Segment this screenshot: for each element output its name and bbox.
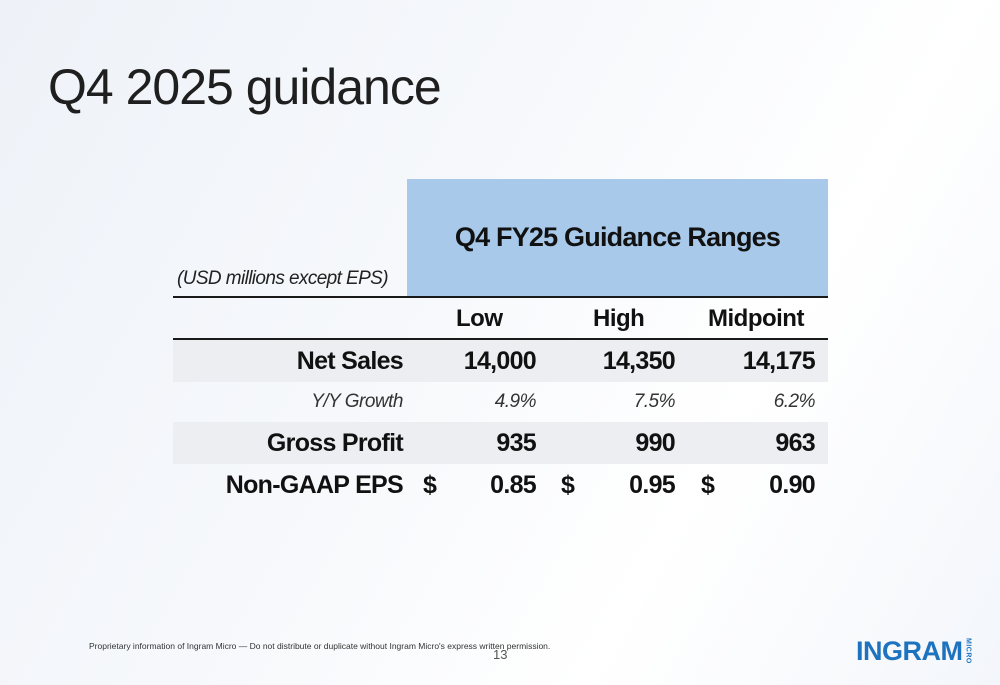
cell-high: 7.5% bbox=[633, 391, 676, 412]
column-low: Low bbox=[456, 305, 503, 332]
row-label: Net Sales bbox=[296, 346, 404, 375]
column-high: High bbox=[593, 305, 645, 332]
cell-midpoint: 0.90 bbox=[769, 470, 816, 499]
cell-midpoint: 14,175 bbox=[742, 346, 816, 375]
cell-low: 935 bbox=[496, 428, 536, 457]
guidance-ranges-header: Q4 FY25 Guidance Ranges bbox=[407, 179, 828, 296]
row-label: Y/Y Growth bbox=[311, 391, 403, 412]
currency-symbol: $ bbox=[561, 470, 575, 499]
row-label: Non-GAAP EPS bbox=[225, 470, 404, 499]
table-header-row: (USD millions except EPS) Q4 FY25 Guidan… bbox=[173, 179, 828, 296]
cell-midpoint: 963 bbox=[775, 428, 815, 457]
table-row: Non-GAAP EPS $ 0.85 $ 0.95 $ 0.90 bbox=[173, 464, 828, 506]
slide-title: Q4 2025 guidance bbox=[48, 59, 442, 115]
column-midpoint: Midpoint bbox=[708, 305, 804, 332]
cell-high: 990 bbox=[635, 428, 675, 457]
guidance-table: (USD millions except EPS) Q4 FY25 Guidan… bbox=[173, 179, 828, 506]
currency-symbol: $ bbox=[423, 470, 437, 499]
logo-subtext: MICRO bbox=[964, 638, 972, 664]
units-label: (USD millions except EPS) bbox=[177, 268, 389, 289]
column-headers: Low High Midpoint bbox=[173, 298, 828, 338]
currency-symbol: $ bbox=[701, 470, 715, 499]
header-rule bbox=[173, 296, 828, 298]
cell-low: 14,000 bbox=[463, 346, 537, 375]
cell-low: 4.9% bbox=[494, 391, 537, 412]
cell-high: 0.95 bbox=[629, 470, 676, 499]
cell-high: 14,350 bbox=[602, 346, 676, 375]
columns-rule bbox=[173, 338, 828, 340]
cell-midpoint: 6.2% bbox=[773, 391, 816, 412]
footer-disclaimer: Proprietary information of Ingram Micro … bbox=[89, 641, 551, 651]
cell-low: 0.85 bbox=[490, 470, 537, 499]
ingram-micro-logo: INGRAM MICRO bbox=[856, 636, 972, 666]
logo-wordmark: INGRAM bbox=[856, 636, 963, 666]
table-row: Gross Profit 935 990 963 bbox=[173, 422, 828, 464]
table-row: Net Sales 14,000 14,350 14,175 bbox=[173, 340, 828, 382]
row-label: Gross Profit bbox=[266, 428, 404, 457]
page-number: 13 bbox=[493, 647, 508, 662]
table-row: Y/Y Growth 4.9% 7.5% 6.2% bbox=[173, 382, 828, 422]
